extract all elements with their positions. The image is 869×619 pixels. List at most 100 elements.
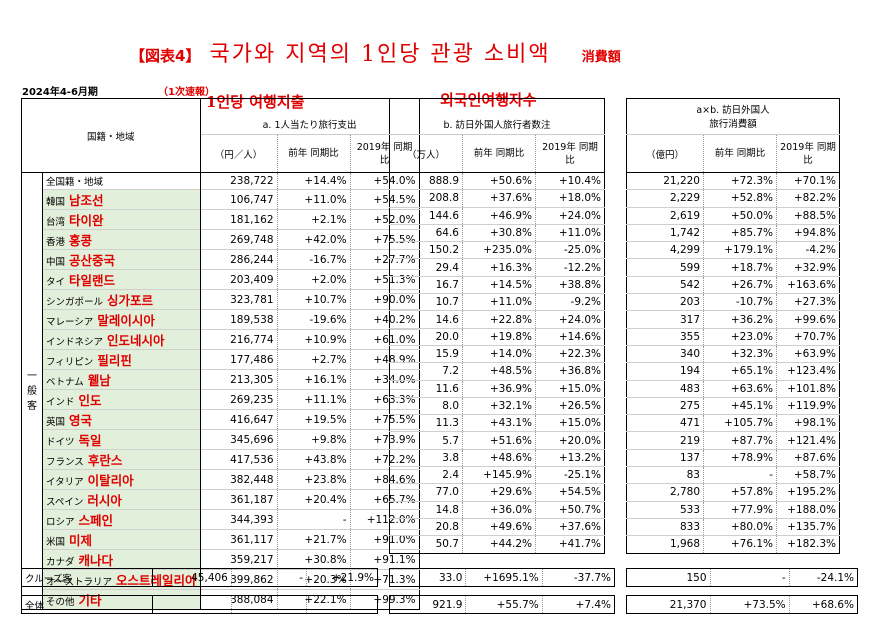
visitors-vs-2019: +13.2% xyxy=(535,448,605,467)
table-row: 83- +58.7% xyxy=(626,466,840,484)
consumption-yoy: +85.7% xyxy=(703,223,777,242)
table-row: 4,299 +179.1% -4.2% xyxy=(626,241,840,259)
header-c-2019: 2019年 同期比 xyxy=(776,134,840,173)
cruise-b-2019: -37.7% xyxy=(541,568,615,587)
title-suffix: 消費額 xyxy=(581,50,621,65)
visitors-yoy: +48.6% xyxy=(462,448,536,467)
table-row: ベトナム 윁남 213,305 +16.1% +34.0% xyxy=(22,369,420,390)
table-row: 275 +45.1% +119.9% xyxy=(626,396,840,415)
table-row: インド 인도 269,235 +11.1% +63.3% xyxy=(22,389,420,410)
region-name-cell: フランス 후란스 xyxy=(42,449,201,470)
region-name-korean: 스페인 xyxy=(78,513,114,529)
per-capita-yoy: +43.8% xyxy=(276,449,351,470)
table-row: 317 +36.2% +99.6% xyxy=(626,310,840,329)
table-row: インドネシア 인도네시아 216,774 +10.9% +61.0% xyxy=(22,329,420,350)
category-label: 一般客 xyxy=(27,370,37,412)
per-capita-value: 203,409 xyxy=(200,269,278,290)
cruise-b: 33.0 xyxy=(389,568,466,587)
region-name-cell: ベトナム 윁남 xyxy=(42,369,201,390)
table-row: 20.0 +19.8% +14.6% xyxy=(389,327,605,346)
region-name-cell: イタリア 이탈리아 xyxy=(42,469,201,490)
title-korean: 국가와 지역의 1인당 관광 소비액 xyxy=(209,42,551,67)
region-name: マレーシア xyxy=(46,317,94,329)
per-capita-value: 269,235 xyxy=(200,389,278,410)
visitors-value: 11.3 xyxy=(389,414,463,432)
region-name-cell: シンガポール 싱가포르 xyxy=(42,289,201,310)
total-c: 21,370 xyxy=(626,595,710,614)
header-b-unit: （万人） xyxy=(406,149,445,161)
total-row-c: 21,370 +73.5% +68.6% xyxy=(626,595,858,614)
per-capita-yoy: +19.5% xyxy=(276,409,351,430)
preliminary-label: （1次速報） xyxy=(158,87,215,98)
visitors-vs-2019: +22.3% xyxy=(535,344,605,363)
table-row: タイ 타일랜드 203,409 +2.0% +51.3% xyxy=(22,269,420,290)
per-capita-yoy: +10.9% xyxy=(276,329,351,350)
per-capita-value: 417,536 xyxy=(200,449,278,470)
consumption-yoy: +87.7% xyxy=(703,431,777,450)
consumption-vs-2019: -4.2% xyxy=(776,241,840,259)
per-capita-yoy: +30.8% xyxy=(276,549,351,570)
region-name-korean: 필리핀 xyxy=(97,353,132,369)
visitors-value: 15.9 xyxy=(389,344,463,363)
region-name: ベトナム xyxy=(46,377,84,389)
period-label: 2024年4-6月期 xyxy=(22,87,98,98)
region-name: インド xyxy=(46,397,75,409)
table-row: カナダ 캐나다 359,217 +30.8% +91.1% xyxy=(22,549,420,570)
table-row: 599 +18.7% +32.9% xyxy=(626,258,840,277)
visitors-value: 888.9 xyxy=(389,171,463,190)
per-capita-value: 106,747 xyxy=(200,189,278,210)
table-row: 483 +63.6% +101.8% xyxy=(626,379,840,398)
table-row: 中国 공산중국 286,244 -16.7% +27.7% xyxy=(22,249,420,270)
visitors-value: 14.8 xyxy=(389,500,463,519)
table-row: スペイン 러시아 361,187 +20.4% +65.7% xyxy=(22,489,420,510)
region-name-korean: 싱가포르 xyxy=(107,293,154,309)
consumption-value: 1,968 xyxy=(626,535,704,554)
per-capita-vs-2019: +91.1% xyxy=(349,549,420,570)
per-capita-yoy: -16.7% xyxy=(276,249,351,270)
consumption-yoy: +50.0% xyxy=(703,206,777,225)
consumption-vs-2019: +63.9% xyxy=(776,344,840,363)
per-capita-value: 286,244 xyxy=(200,249,278,270)
category-cell: 一般客 xyxy=(21,171,43,610)
consumption-value: 275 xyxy=(626,396,704,415)
region-name-korean: 후란스 xyxy=(87,453,123,469)
region-name: 韓国 xyxy=(46,197,66,209)
visitors-vs-2019: +11.0% xyxy=(535,223,605,242)
visitors-yoy: +43.1% xyxy=(462,414,536,432)
visitors-yoy: +51.6% xyxy=(462,431,536,450)
table-row: 16.7 +14.5% +38.8% xyxy=(389,275,605,294)
header-c-title-line2: 旅行消費額 xyxy=(709,118,757,130)
region-name: カナダ xyxy=(46,557,75,569)
header-a-unit: （円／人） xyxy=(214,149,263,161)
consumption-vs-2019: +135.7% xyxy=(776,517,840,536)
cruise-a-yoy: - xyxy=(230,568,307,587)
consumption-value: 2,619 xyxy=(626,206,704,225)
visitors-value: 2.4 xyxy=(389,466,463,484)
consumption-yoy: +45.1% xyxy=(703,396,777,415)
header-b-2019: 2019年 同期比 xyxy=(535,134,605,173)
consumption-vs-2019: +70.1% xyxy=(776,171,840,190)
visitors-value: 64.6 xyxy=(389,223,463,242)
region-name-korean: 미제 xyxy=(69,533,93,549)
table-row: 194 +65.1% +123.4% xyxy=(626,362,840,381)
consumption-yoy: +78.9% xyxy=(703,448,777,467)
table-row: 471 +105.7% +98.1% xyxy=(626,414,840,432)
consumption-yoy: +23.0% xyxy=(703,327,777,346)
visitors-yoy: +16.3% xyxy=(462,258,536,277)
table-row: 2.4 +145.9% -25.1% xyxy=(389,466,605,484)
per-capita-value: 361,187 xyxy=(200,489,278,510)
visitors-vs-2019: -25.0% xyxy=(535,241,605,259)
table-row: 208.8 +37.6% +18.0% xyxy=(389,189,605,208)
per-capita-value: 323,781 xyxy=(200,289,278,310)
table-row: 2,229 +52.8% +82.2% xyxy=(626,189,840,208)
table-row: 833 +80.0% +135.7% xyxy=(626,517,840,536)
region-name-cell: インド 인도 xyxy=(42,389,201,410)
per-capita-yoy: +2.1% xyxy=(276,209,351,230)
region-name-korean: 윁남 xyxy=(87,373,111,389)
region-name-korean: 말레이시아 xyxy=(97,313,155,329)
region-name: インドネシア xyxy=(46,337,104,349)
visitors-yoy: +49.6% xyxy=(462,517,536,536)
region-name-korean: 공산중국 xyxy=(69,253,116,269)
per-capita-yoy: +2.0% xyxy=(276,269,351,290)
visitors-yoy: +37.6% xyxy=(462,189,536,208)
